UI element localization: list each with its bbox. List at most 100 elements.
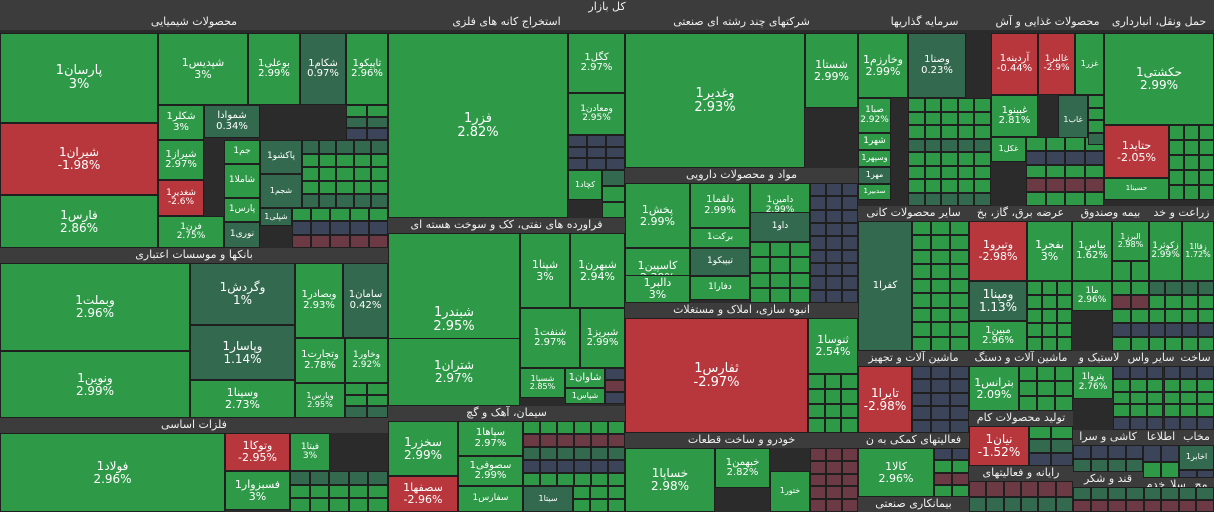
stock-tile-small[interactable] <box>1112 281 1131 295</box>
stock-tile-small[interactable] <box>826 289 842 303</box>
stock-tile-small[interactable] <box>950 366 969 380</box>
stock-tile-small[interactable] <box>1165 281 1182 295</box>
stock-tile-small[interactable] <box>974 165 991 179</box>
stock-tile-small[interactable] <box>568 146 587 159</box>
stock-tile-small[interactable] <box>941 192 958 206</box>
stock-tile-small[interactable] <box>974 138 991 152</box>
stock-tile-small[interactable] <box>1108 487 1126 500</box>
stock-tile-small[interactable] <box>1112 323 1131 337</box>
stock-tile-small[interactable] <box>842 236 858 250</box>
stock-tile-small[interactable] <box>1165 309 1182 323</box>
stock-tile-small[interactable] <box>950 249 969 265</box>
stock-tile-small[interactable] <box>368 471 388 485</box>
stock-tile-small[interactable] <box>1149 295 1166 309</box>
stock-tile-small[interactable] <box>824 388 842 404</box>
stock-tile-small[interactable] <box>826 236 842 250</box>
stock-tile-small[interactable] <box>1180 378 1198 392</box>
stock-tile[interactable]: دفارا1 <box>690 276 750 300</box>
stock-tile-small[interactable] <box>974 111 991 125</box>
stock-tile-small[interactable] <box>1149 309 1166 323</box>
stock-tile-small[interactable] <box>1108 458 1126 472</box>
stock-tile[interactable]: زقاا1 1.72% <box>1182 221 1214 281</box>
stock-tile-small[interactable] <box>1163 391 1181 405</box>
stock-tile-small[interactable] <box>842 460 858 474</box>
stock-tile-small[interactable] <box>912 366 931 380</box>
stock-tile-small[interactable] <box>349 234 369 248</box>
stock-tile-small[interactable] <box>1003 496 1021 512</box>
stock-tile-small[interactable] <box>1055 496 1073 512</box>
stock-tile-small[interactable] <box>1161 461 1179 478</box>
stock-tile-small[interactable] <box>941 98 958 112</box>
stock-tile[interactable]: ومپنا1 1.13% <box>969 281 1027 321</box>
stock-tile-small[interactable] <box>912 379 931 393</box>
stock-tile-small[interactable] <box>348 498 369 512</box>
stock-tile-small[interactable] <box>924 179 942 193</box>
stock-tile[interactable]: شستا1 2.99% <box>805 33 858 108</box>
stock-tile[interactable]: وتیرو1 -2.98% <box>969 221 1027 281</box>
sector-header[interactable]: محصولات شیمیایی <box>0 15 388 30</box>
stock-tile-small[interactable] <box>810 448 826 461</box>
stock-tile[interactable]: مبین1 2.96% <box>969 321 1027 351</box>
stock-tile-small[interactable] <box>366 383 388 395</box>
stock-tile-small[interactable] <box>924 165 942 179</box>
sector-header[interactable]: سایر واس <box>1125 351 1177 366</box>
stock-tile-small[interactable] <box>957 111 975 125</box>
stock-tile-small[interactable] <box>1042 281 1057 295</box>
stock-tile[interactable]: شهر1 <box>858 133 891 150</box>
stock-tile[interactable]: شپلی1 <box>260 208 292 226</box>
stock-tile-small[interactable] <box>311 234 331 248</box>
stock-tile-small[interactable] <box>950 322 969 337</box>
stock-tile-small[interactable] <box>1197 366 1214 379</box>
stock-tile-small[interactable] <box>290 498 310 512</box>
stock-tile-small[interactable] <box>810 460 826 474</box>
stock-tile-small[interactable] <box>523 447 540 460</box>
sector-header[interactable]: فلزات اساسی <box>0 418 388 433</box>
stock-tile-small[interactable] <box>931 221 950 236</box>
stock-tile-small[interactable] <box>912 221 931 236</box>
stock-tile-small[interactable] <box>1090 499 1109 512</box>
stock-tile[interactable]: سفارس1 <box>458 486 523 512</box>
stock-tile-small[interactable] <box>368 208 388 222</box>
stock-tile-small[interactable] <box>1084 164 1104 179</box>
stock-tile-small[interactable] <box>1057 337 1072 351</box>
stock-tile-small[interactable] <box>912 336 931 351</box>
stock-tile[interactable]: برکت1 <box>690 228 750 248</box>
stock-tile-small[interactable] <box>826 499 842 512</box>
stock-tile-small[interactable] <box>950 392 969 407</box>
stock-tile-small[interactable] <box>557 421 574 434</box>
stock-tile-small[interactable] <box>1169 125 1184 140</box>
stock-tile-small[interactable] <box>1051 426 1073 440</box>
stock-tile-small[interactable] <box>1196 487 1214 500</box>
stock-tile-small[interactable] <box>353 194 371 208</box>
stock-tile-small[interactable] <box>370 167 388 181</box>
stock-tile[interactable]: ونوین1 2.99% <box>0 351 190 418</box>
stock-tile-small[interactable] <box>941 152 958 166</box>
stock-tile-small[interactable] <box>1029 439 1051 453</box>
stock-tile-small[interactable] <box>1045 192 1065 206</box>
stock-tile-small[interactable] <box>1146 391 1164 405</box>
stock-tile-small[interactable] <box>1057 323 1072 337</box>
stock-tile[interactable]: شاوان1 <box>565 368 605 388</box>
stock-tile-small[interactable] <box>931 307 950 323</box>
stock-tile-small[interactable] <box>824 403 842 419</box>
stock-tile-small[interactable] <box>557 473 574 486</box>
stock-tile-small[interactable] <box>353 153 371 168</box>
stock-tile-small[interactable] <box>366 394 388 407</box>
stock-tile-small[interactable] <box>957 165 975 179</box>
stock-tile-small[interactable] <box>602 186 625 202</box>
stock-tile[interactable]: شیران1 -1.98% <box>0 123 158 195</box>
stock-tile-small[interactable] <box>1146 417 1164 430</box>
stock-tile-small[interactable] <box>1130 337 1149 351</box>
stock-tile-small[interactable] <box>557 434 574 447</box>
stock-tile-small[interactable] <box>366 406 388 418</box>
stock-tile-small[interactable] <box>842 263 858 277</box>
stock-tile-small[interactable] <box>367 128 388 140</box>
stock-tile-small[interactable] <box>750 242 770 258</box>
stock-tile-small[interactable] <box>1088 120 1104 133</box>
stock-tile-small[interactable] <box>540 434 557 447</box>
stock-tile[interactable]: شپدیس1 3% <box>158 33 248 105</box>
stock-tile-small[interactable] <box>957 152 975 166</box>
stock-tile-small[interactable] <box>1169 170 1184 185</box>
stock-tile-small[interactable] <box>319 194 337 208</box>
stock-tile-small[interactable] <box>790 257 810 273</box>
